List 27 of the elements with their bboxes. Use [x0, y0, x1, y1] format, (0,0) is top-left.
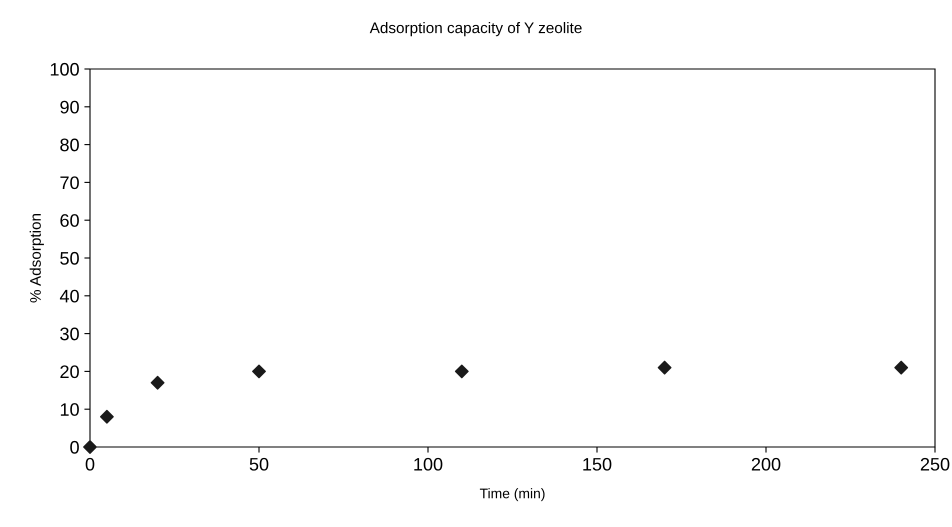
y-tick-label: 90: [60, 100, 79, 114]
y-tick-label: 10: [60, 403, 79, 416]
y-tick-label: 30: [60, 328, 79, 340]
y-tick-label: 40: [60, 290, 79, 303]
point: [83, 440, 97, 454]
point: [454, 364, 469, 378]
x-tick-label: 150: [583, 458, 612, 471]
y-tick-label: 50: [60, 252, 79, 265]
point: [894, 360, 908, 375]
chart-title: Adsorption capacity of Y zeolite: [370, 22, 582, 36]
x-axis-title: Time (min): [480, 488, 545, 502]
y-tick-label: 20: [60, 365, 79, 378]
y-tick-label: 100: [50, 62, 79, 76]
point: [150, 376, 165, 390]
point: [658, 360, 672, 375]
y-tick-label: 0: [70, 440, 79, 454]
y-tick-label: 60: [60, 214, 79, 227]
y-tick-label: 70: [60, 176, 79, 190]
point: [100, 410, 114, 424]
x-tick-label: 100: [414, 458, 442, 471]
y-tick-label: 80: [60, 138, 79, 152]
x-tick-label: 50: [250, 458, 268, 471]
point: [252, 364, 266, 378]
x-tick-label: 250: [920, 458, 950, 471]
x-tick-label: 200: [752, 458, 780, 471]
x-tick-label: 0: [86, 458, 94, 471]
y-axis-title: % Adsorption: [30, 214, 44, 302]
